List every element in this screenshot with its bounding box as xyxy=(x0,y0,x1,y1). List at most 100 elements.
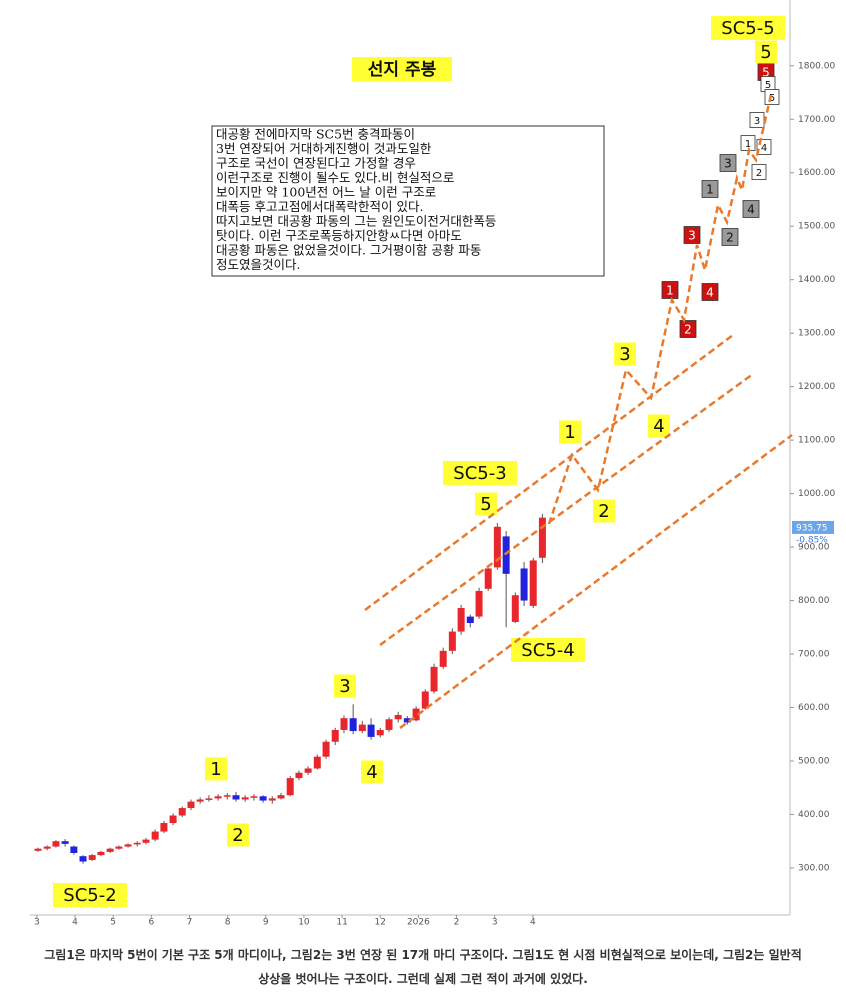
channel-line xyxy=(399,433,793,730)
wave-label: 3 xyxy=(724,157,732,171)
x-tick-label: 3 xyxy=(34,918,40,928)
wave-label-box xyxy=(719,154,737,172)
last-price-box xyxy=(792,520,834,534)
note-line: 구조로 국선이 연장된다고 가정할 경우 xyxy=(216,156,416,171)
candle-body xyxy=(97,851,105,856)
candle-body xyxy=(61,841,69,844)
note-line: 따지고보면 대공황 파동의 그는 원인도이전거대한폭등 xyxy=(216,214,496,229)
candle-body xyxy=(439,650,447,667)
wave-label: SC5-2 xyxy=(63,885,116,906)
wave-label: 5 xyxy=(480,494,491,515)
note-line: 대폭등 후고고점에서대폭락한적이 있다. xyxy=(216,199,423,214)
chart: 선지 주봉 300.00 400.00 500.00 600.00 700.00 800.… xyxy=(30,0,835,928)
wave-label-box xyxy=(751,164,767,180)
candle-body xyxy=(223,795,231,797)
candle-body xyxy=(133,842,141,845)
note-line: 3번 연장되어 거대하게진행이 것과도일한 xyxy=(216,141,432,156)
wave-label-box xyxy=(614,342,636,366)
wave-label-box xyxy=(679,320,697,338)
candle-body xyxy=(142,839,150,843)
chart-title: 선지 주봉 xyxy=(368,60,437,80)
y-tick-label: 700.00 xyxy=(798,650,830,660)
y-tick-label: 1700.00 xyxy=(798,115,835,125)
candle-body xyxy=(169,815,177,824)
wave-label: 5 xyxy=(765,80,771,91)
wave-label: 5 xyxy=(769,93,775,104)
candle-body xyxy=(367,724,375,737)
candle-body xyxy=(178,808,186,816)
x-tick-label: 10 xyxy=(298,918,310,928)
wave-label: 5 xyxy=(760,42,771,63)
y-tick-label: 400.00 xyxy=(798,810,830,820)
candle-body xyxy=(241,797,249,800)
candle-body xyxy=(448,631,456,651)
wave-label-box xyxy=(648,414,670,438)
x-tick-label: 3 xyxy=(492,918,498,928)
wave-label: 1 xyxy=(210,759,221,780)
candle-body xyxy=(412,708,420,721)
candle-body xyxy=(250,796,258,798)
candle-body xyxy=(304,768,312,773)
candle-body xyxy=(268,798,276,801)
wave-label-box xyxy=(511,638,585,662)
candle-body xyxy=(43,846,51,849)
wave-label: 2 xyxy=(598,501,609,522)
y-tick-label: 900.00 xyxy=(798,543,830,553)
x-tick-label: 9 xyxy=(263,918,269,928)
wave-label: SC5-4 xyxy=(521,640,574,661)
candle-body xyxy=(421,691,429,709)
candle-body xyxy=(430,666,438,692)
candle-body xyxy=(538,517,546,558)
title-box xyxy=(352,57,452,81)
candle-body xyxy=(115,846,123,849)
note-line: 이런구조로 진행이 될수도 있다.비 현실적으로 xyxy=(216,170,454,185)
candle-body xyxy=(187,801,195,809)
wave-label-box xyxy=(711,16,785,40)
wave-label-box xyxy=(227,823,249,847)
candle-body xyxy=(502,536,510,574)
wave-label-box xyxy=(361,760,383,784)
candle-body xyxy=(331,729,339,742)
x-tick-label: 11 xyxy=(336,918,347,928)
candle-body xyxy=(529,560,537,606)
candle-body xyxy=(385,719,393,730)
x-tick-label: 4 xyxy=(72,918,78,928)
candle-body xyxy=(457,608,465,632)
wave-label-box xyxy=(593,499,615,523)
channel-line xyxy=(379,372,754,647)
y-tick-label: 1100.00 xyxy=(798,436,835,446)
candle-body xyxy=(403,718,411,723)
wave-label-box xyxy=(742,200,760,218)
candle-body xyxy=(358,724,366,732)
candle-body xyxy=(214,796,222,799)
note-line: 대공황 전에마지막 SC5번 충격파동이 xyxy=(216,127,415,142)
candle-body xyxy=(70,846,78,853)
x-tick-label: 7 xyxy=(187,918,193,928)
wave-label-box xyxy=(475,492,497,516)
y-tick-label: 1800.00 xyxy=(798,61,835,71)
wave-label: 4 xyxy=(366,762,377,783)
wave-label-box xyxy=(205,757,227,781)
caption: 그림1은 마지막 5번이 기본 구조 5개 마디이나, 그림2는 3번 연장 된… xyxy=(44,948,802,962)
note-line: 보이지만 약 100년전 어느 날 이런 구조로 xyxy=(216,185,436,200)
note-line: 정도였을것이다. xyxy=(216,257,300,272)
note-box xyxy=(211,125,605,277)
caption: 상상을 벗어나는 구조이다. 그런데 실제 그런 적이 과거에 있었다. xyxy=(258,972,588,986)
wave-label-box xyxy=(701,180,719,198)
candle-body xyxy=(313,756,321,769)
candle-body xyxy=(79,856,87,862)
candle-body xyxy=(286,778,294,796)
candle-body xyxy=(394,714,402,720)
wave-label: 4 xyxy=(706,286,714,300)
wave-label: 1 xyxy=(564,422,575,443)
wave-label: 2 xyxy=(756,168,762,179)
wave-label: 3 xyxy=(619,344,630,365)
wave-label-box xyxy=(443,461,517,485)
x-tick-label: 8 xyxy=(225,918,231,928)
candle-body xyxy=(277,795,285,799)
wave-label-box xyxy=(755,40,777,64)
candle-body xyxy=(124,844,132,847)
y-tick-label: 1000.00 xyxy=(798,489,835,499)
wave-label: 2 xyxy=(726,231,734,245)
wave-label: 3 xyxy=(754,116,760,127)
